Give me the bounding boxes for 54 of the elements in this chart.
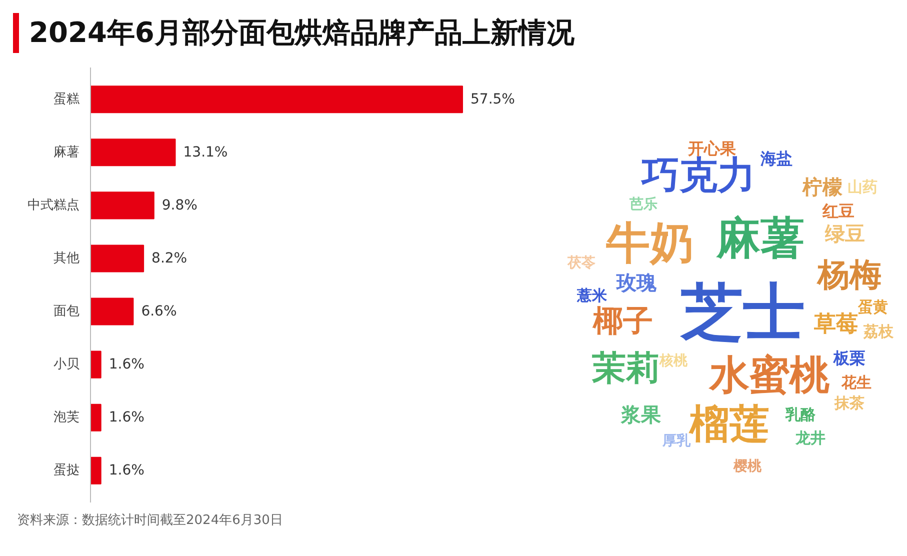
text: 板栗 [832, 348, 866, 368]
data-label: 8.2% [152, 250, 188, 266]
bar [90, 192, 154, 220]
y-tick-label: 小贝 [54, 357, 80, 372]
bar [90, 138, 176, 166]
text: 花生 [840, 373, 872, 392]
text: 绿豆 [824, 222, 865, 246]
data-label: 1.6% [108, 356, 144, 373]
text: 杨梅 [815, 256, 882, 294]
bar [90, 298, 134, 326]
text: 抹茶 [833, 394, 864, 412]
data-label: 57.5% [470, 91, 515, 108]
text: 芝士 [678, 275, 805, 348]
y-tick-label: 蛋糕 [54, 92, 80, 107]
text: 山药 [848, 178, 878, 196]
y-tick-label: 面包 [54, 304, 80, 320]
text: 海盐 [760, 148, 793, 168]
text: 红豆 [822, 202, 855, 221]
text: 乳酪 [784, 406, 817, 424]
y-tick-label: 麻薯 [54, 144, 80, 160]
text: 麻薯 [716, 213, 805, 264]
text: 茉莉 [590, 348, 660, 389]
y-tick-label: 泡芙 [54, 410, 80, 426]
text: 荔枝 [862, 322, 895, 340]
text: 浆果 [620, 402, 662, 427]
text: 茯苓 [566, 255, 596, 272]
text: 芭乐 [628, 195, 658, 212]
text: 核桃 [658, 352, 689, 369]
y-tick-label: 其他 [54, 250, 80, 266]
bar [90, 404, 102, 432]
bar [90, 244, 144, 272]
data-label: 9.8% [162, 197, 198, 214]
text: 椰子 [592, 304, 654, 340]
text: 厚乳 [661, 432, 692, 449]
chart-title: 2024年6月部分面包烘焙品牌产品上新情况 [13, 13, 574, 53]
text: 资料来源：数据统计时间截至2024年6月30日 [17, 512, 283, 530]
text: 龙井 [794, 428, 826, 447]
bar [90, 350, 102, 378]
text: 牛奶 [606, 218, 694, 269]
data-label: 1.6% [108, 410, 144, 426]
text: 玫瑰 [615, 270, 656, 295]
data-label: 13.1% [183, 144, 228, 160]
bar [90, 456, 102, 484]
text: 蛋黄 [857, 298, 888, 316]
text: 水蜜桃 [707, 352, 830, 398]
data-label: 1.6% [108, 462, 144, 479]
y-tick-label: 中式糕点 [28, 198, 80, 213]
text: 草莓 [812, 312, 858, 338]
text: 柠檬 [802, 174, 844, 199]
text: 薏米 [576, 286, 608, 304]
bar [90, 86, 463, 114]
data-label: 6.6% [141, 304, 177, 320]
text: 樱桃 [732, 458, 762, 474]
y-tick-label: 蛋挞 [54, 463, 80, 478]
